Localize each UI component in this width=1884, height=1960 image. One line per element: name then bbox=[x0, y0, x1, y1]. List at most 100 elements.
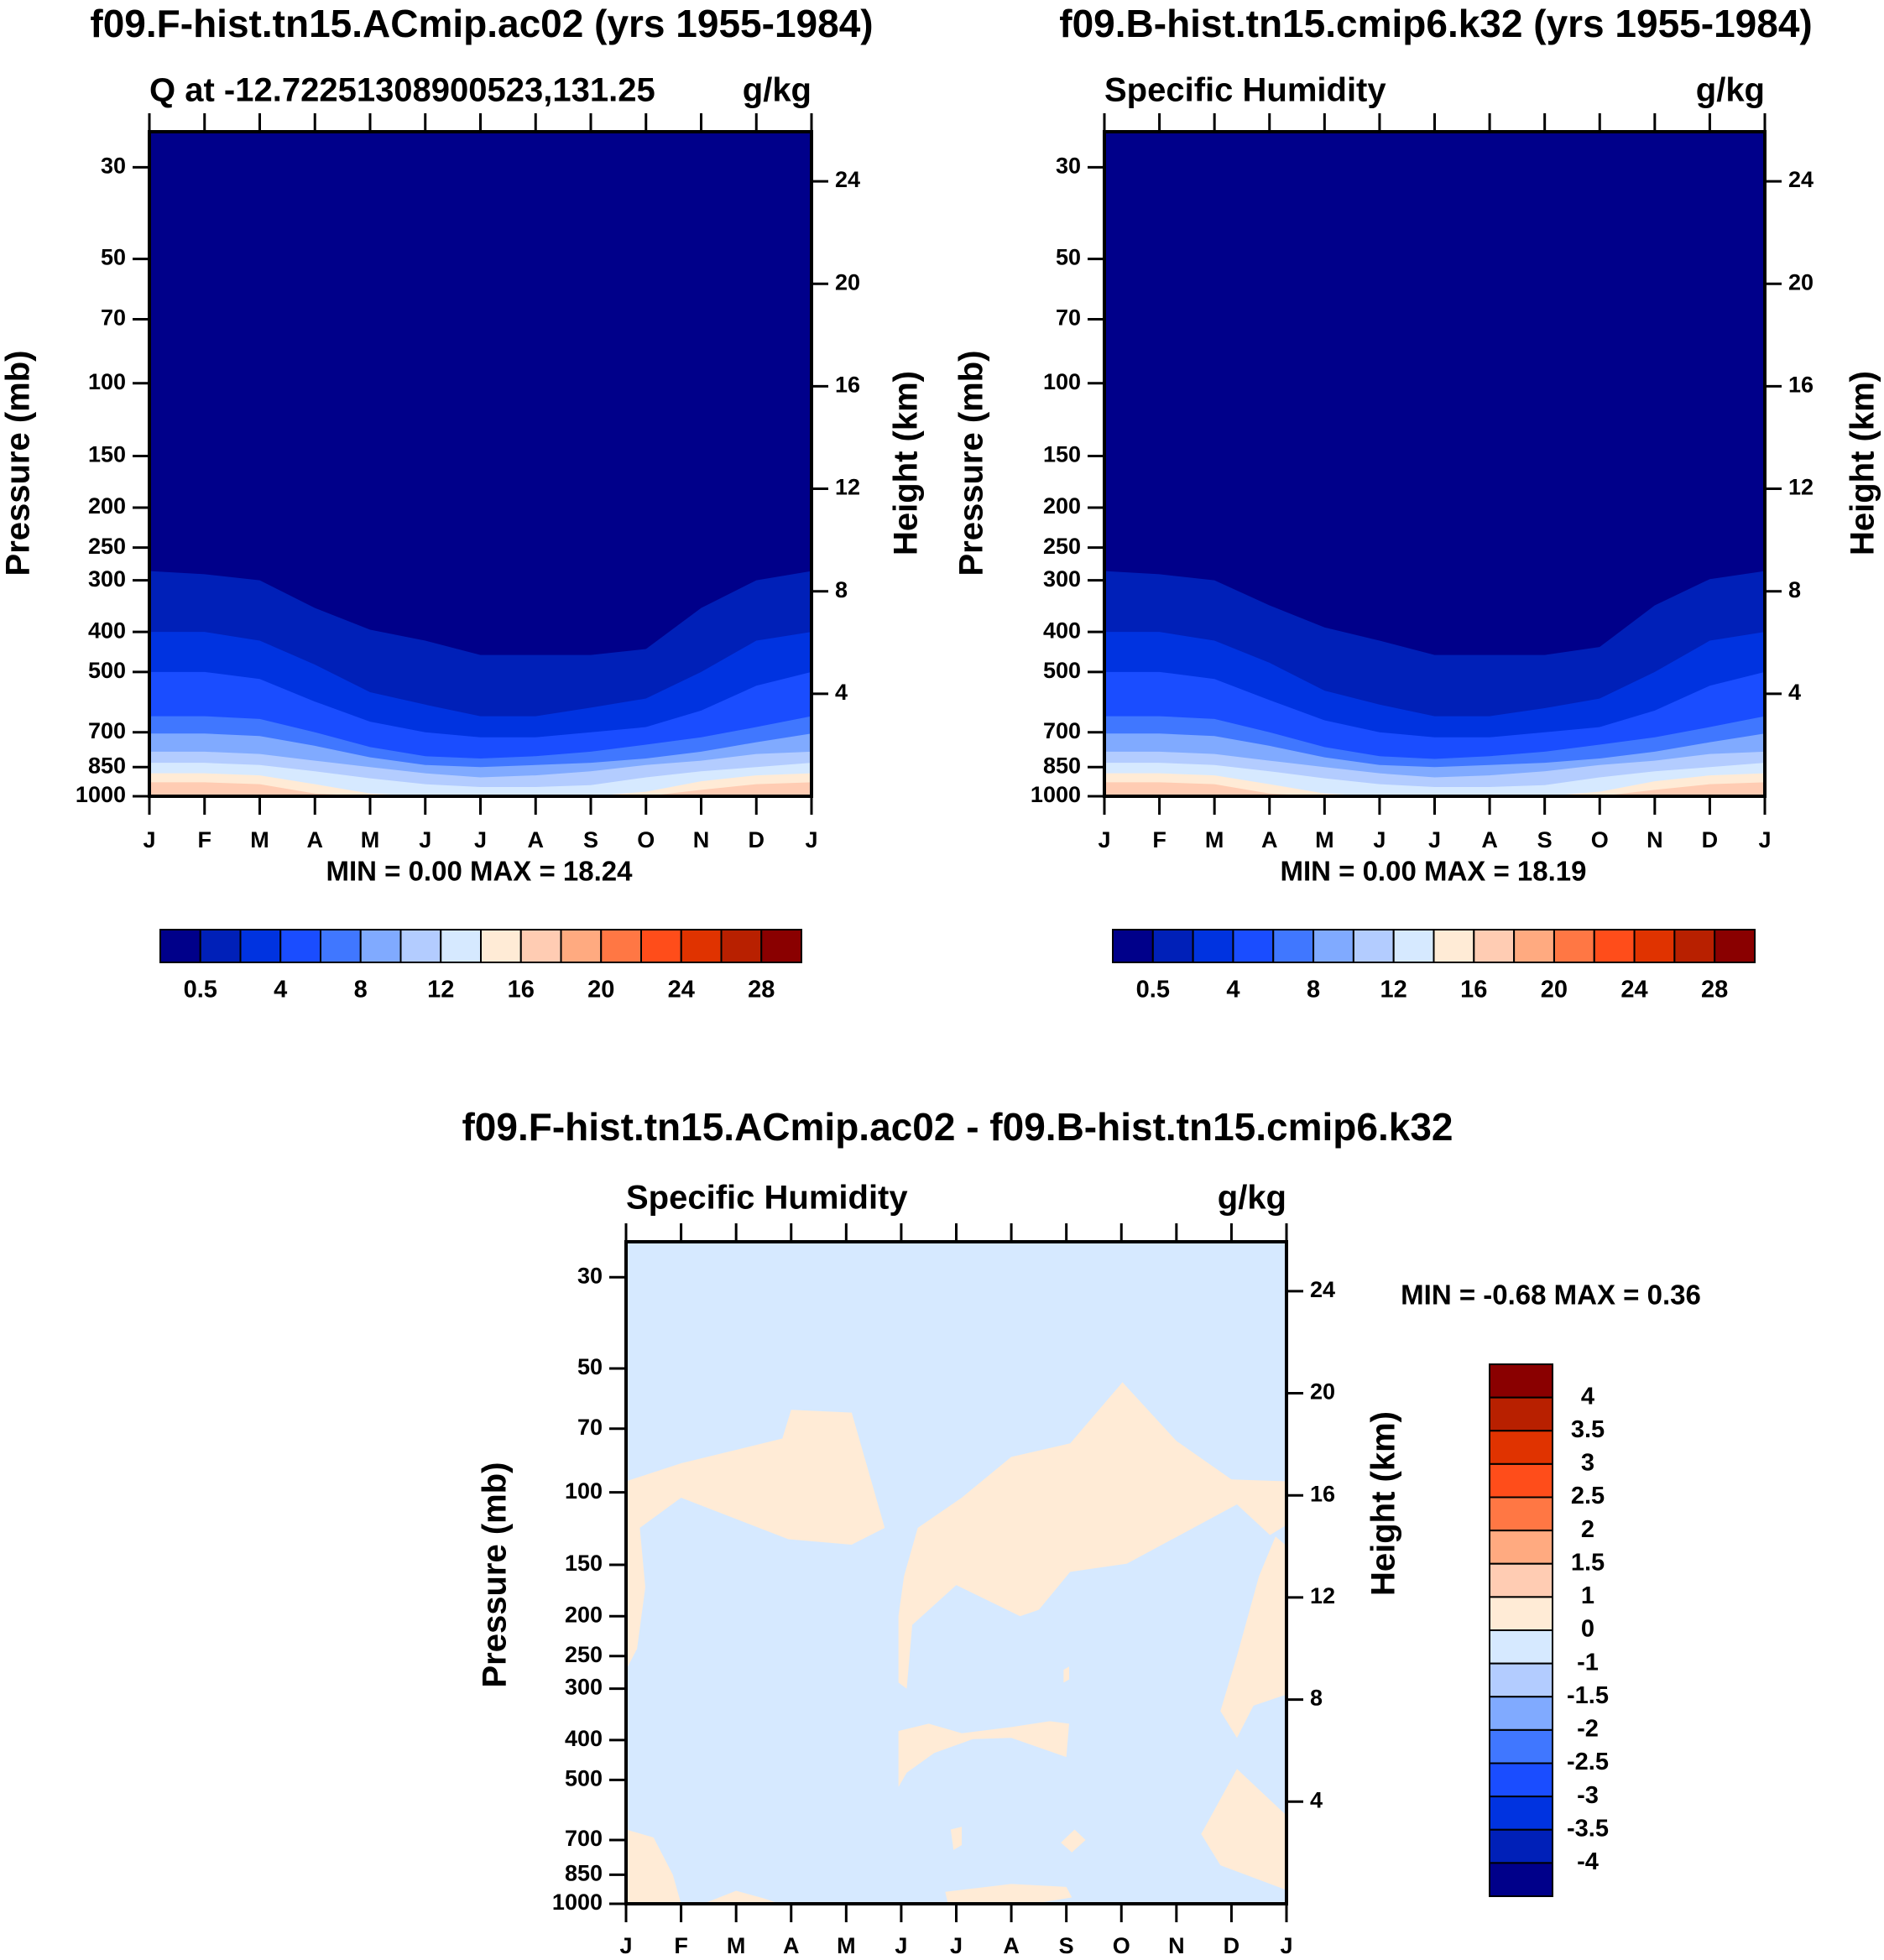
height-tick-label: 4 bbox=[1310, 1787, 1323, 1812]
pressure-tick-label: 1000 bbox=[552, 1890, 603, 1915]
colorbar-label: -3 bbox=[1577, 1782, 1599, 1809]
subtitle-units: g/kg bbox=[1218, 1180, 1286, 1217]
colorbar-swatch bbox=[1489, 1462, 1553, 1499]
colorbar-swatch bbox=[279, 929, 321, 963]
colorbar-swatch bbox=[1112, 929, 1154, 963]
colorbar-swatch bbox=[440, 929, 482, 963]
colorbar-label: 16 bbox=[1460, 977, 1487, 1003]
pressure-tick-label: 50 bbox=[101, 245, 126, 270]
pressure-tick-label: 250 bbox=[88, 534, 126, 559]
colorbar: 4 3.5 3 2.5 2 1.5 1 0 -1 -1.5 -2 -2.5 -3 -3.5 -4 bbox=[1489, 1363, 1609, 1897]
colorbar-label: 1.5 bbox=[1571, 1549, 1605, 1576]
month-tick-label: D bbox=[749, 827, 765, 852]
colorbar-swatch bbox=[1392, 929, 1435, 963]
colorbar-swatch bbox=[1313, 929, 1354, 963]
contour-fill bbox=[626, 1242, 1286, 1904]
colorbar-swatch bbox=[359, 929, 402, 963]
month-tick-label: M bbox=[361, 827, 380, 852]
pressure-tick-label: 100 bbox=[565, 1478, 603, 1504]
colorbar-swatch bbox=[1489, 1629, 1553, 1665]
month-tick-label: A bbox=[1481, 827, 1498, 852]
month-tick-label: M bbox=[250, 827, 269, 852]
colorbar-label: 4 bbox=[1581, 1383, 1594, 1410]
colorbar-swatch bbox=[1489, 1430, 1553, 1465]
month-tick-label: J bbox=[1280, 1933, 1292, 1958]
month-tick-label: A bbox=[1261, 827, 1278, 852]
colorbar-label: -3.5 bbox=[1567, 1815, 1609, 1842]
pressure-tick-label: 150 bbox=[565, 1551, 603, 1576]
month-tick-label: J bbox=[895, 1933, 907, 1958]
height-tick-label: 4 bbox=[1788, 680, 1801, 705]
height-tick-label: 16 bbox=[1310, 1481, 1335, 1506]
pressure-tick-label: 30 bbox=[1056, 154, 1081, 179]
min-max-stats: MIN = 0.00 MAX = 18.19 bbox=[1280, 856, 1586, 887]
colorbar-swatch bbox=[399, 929, 442, 963]
pressure-tick-label: 500 bbox=[565, 1766, 603, 1791]
colorbar-label: 24 bbox=[1620, 977, 1647, 1003]
colorbar-swatch bbox=[480, 929, 522, 963]
colorbar-label: 20 bbox=[1541, 977, 1568, 1003]
colorbar-swatch bbox=[1489, 1363, 1553, 1399]
pressure-tick-label: 500 bbox=[88, 658, 126, 683]
month-tick-label: J bbox=[950, 1933, 963, 1958]
height-axis-label: Height (km) bbox=[1365, 1411, 1402, 1596]
colorbar-swatch bbox=[239, 929, 282, 963]
colorbar-swatch bbox=[1489, 1862, 1553, 1897]
colorbar-swatch bbox=[600, 929, 642, 963]
month-tick-label: N bbox=[1168, 1933, 1185, 1958]
colorbar-swatch bbox=[1192, 929, 1234, 963]
pressure-tick-label: 200 bbox=[88, 493, 126, 519]
pressure-tick-label: 30 bbox=[577, 1263, 603, 1288]
colorbar-label: 2 bbox=[1581, 1516, 1594, 1543]
month-tick-label: O bbox=[637, 827, 655, 852]
contour-fill bbox=[1104, 132, 1765, 796]
pressure-tick-label: 1000 bbox=[76, 782, 126, 807]
pressure-tick-label: 250 bbox=[1043, 534, 1081, 559]
colorbar-swatch bbox=[1489, 1828, 1553, 1864]
pressure-tick-label: 150 bbox=[88, 442, 126, 467]
positive-anomaly-region bbox=[1201, 1769, 1286, 1890]
month-tick-label: F bbox=[1152, 827, 1166, 852]
month-tick-label: J bbox=[1373, 827, 1386, 852]
month-tick-label: M bbox=[727, 1933, 746, 1958]
pressure-tick-label: 500 bbox=[1043, 658, 1081, 683]
contour-fill bbox=[149, 132, 812, 796]
height-tick-label: 8 bbox=[1310, 1686, 1323, 1711]
colorbar-swatch bbox=[1272, 929, 1315, 963]
pressure-tick-label: 70 bbox=[101, 305, 126, 331]
contour-panel-1: f09.F-hist.tn15.ACmip.ac02 (yrs 1955-198… bbox=[0, 2, 925, 1003]
colorbar-label: 3.5 bbox=[1571, 1416, 1605, 1443]
colorbar-label: 0.5 bbox=[184, 977, 217, 1003]
contour-panel-2: f09.B-hist.tn15.cmip6.k32 (yrs 1955-1984… bbox=[953, 2, 1881, 1003]
height-tick-label: 8 bbox=[1788, 577, 1801, 602]
colorbar-label: 0.5 bbox=[1136, 977, 1170, 1003]
subtitle-variable: Specific Humidity bbox=[626, 1180, 908, 1217]
month-tick-label: O bbox=[1113, 1933, 1130, 1958]
pressure-tick-label: 70 bbox=[1056, 305, 1081, 331]
colorbar-label: 8 bbox=[354, 977, 368, 1003]
pressure-tick-label: 50 bbox=[577, 1354, 603, 1379]
colorbar-swatch bbox=[680, 929, 723, 963]
pressure-tick-label: 70 bbox=[577, 1415, 603, 1440]
height-tick-label: 16 bbox=[835, 373, 860, 398]
colorbar-swatch bbox=[560, 929, 603, 963]
colorbar-swatch bbox=[1433, 929, 1475, 963]
colorbar-swatch bbox=[1489, 1396, 1553, 1432]
pressure-tick-label: 700 bbox=[88, 718, 126, 743]
pressure-tick-label: 850 bbox=[565, 1861, 603, 1886]
colorbar-swatch bbox=[1352, 929, 1395, 963]
month-tick-label: J bbox=[419, 827, 431, 852]
pressure-tick-label: 50 bbox=[1056, 245, 1081, 270]
pressure-tick-label: 100 bbox=[1043, 369, 1081, 394]
pressure-tick-label: 30 bbox=[101, 154, 126, 179]
contour-panel-3: f09.F-hist.tn15.ACmip.ac02 - f09.B-hist.… bbox=[462, 1105, 1700, 1958]
positive-anomaly-region bbox=[950, 1827, 963, 1850]
height-axis-label: Height (km) bbox=[888, 371, 925, 555]
colorbar-swatch bbox=[159, 929, 201, 963]
height-tick-label: 20 bbox=[1310, 1379, 1335, 1405]
panel-title: f09.B-hist.tn15.cmip6.k32 (yrs 1955-1984… bbox=[1059, 2, 1812, 45]
pressure-axis-label: Pressure (mb) bbox=[0, 351, 37, 576]
month-tick-label: S bbox=[583, 827, 598, 852]
colorbar-swatch bbox=[1473, 929, 1516, 963]
colorbar-swatch bbox=[640, 929, 682, 963]
